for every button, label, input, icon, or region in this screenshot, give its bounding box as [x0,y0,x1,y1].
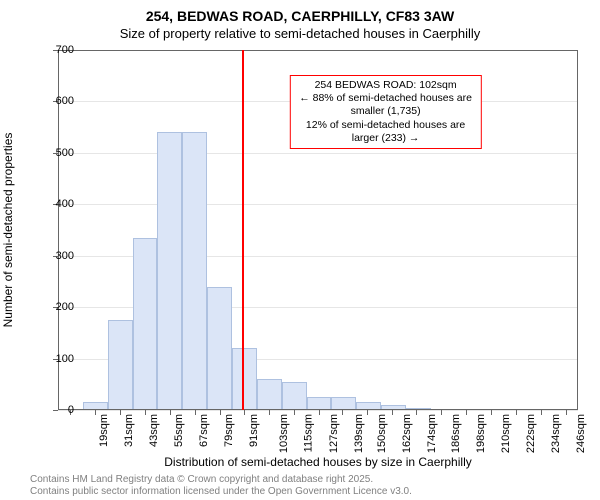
annotation-line-1: 254 BEDWAS ROAD: 102sqm [296,79,474,92]
x-tick-label: 103sqm [279,414,291,453]
x-tick [441,410,442,415]
histogram-bar [108,320,133,410]
property-marker-line [242,50,244,410]
y-tick-label: 0 [34,404,74,416]
x-tick [566,410,567,415]
x-tick [416,410,417,415]
x-tick [244,410,245,415]
y-tick-label: 600 [34,95,74,107]
x-tick [491,410,492,415]
histogram-bar [157,132,182,410]
chart-subtitle: Size of property relative to semi-detach… [0,24,600,41]
x-tick-label: 174sqm [426,414,438,453]
x-tick [541,410,542,415]
x-tick [269,410,270,415]
x-tick [319,410,320,415]
footer-line-2: Contains public sector information licen… [30,486,412,498]
gridline [58,204,578,205]
x-tick [294,410,295,415]
y-tick-label: 200 [34,301,74,313]
x-tick-label: 91sqm [248,414,260,447]
x-tick-label: 246sqm [575,414,587,453]
axis-border-right [577,50,578,410]
y-axis-label: Number of semi-detached properties [1,133,15,328]
x-tick-label: 67sqm [198,414,210,447]
x-tick-label: 19sqm [98,414,110,447]
y-tick-label: 100 [34,353,74,365]
axis-border-top [58,50,578,51]
x-tick-label: 79sqm [223,414,235,447]
x-tick-label: 162sqm [401,414,413,453]
x-tick-label: 31sqm [123,414,135,447]
y-tick-label: 500 [34,147,74,159]
x-tick-label: 115sqm [303,414,315,452]
x-tick-label: 210sqm [500,414,512,453]
y-tick-label: 700 [34,44,74,56]
axis-border-bottom [58,409,578,410]
histogram-bar [207,287,232,410]
x-tick-label: 55sqm [173,414,185,447]
x-tick-label: 43sqm [148,414,160,447]
attribution-footer: Contains HM Land Registry data © Crown c… [30,474,412,497]
histogram-bar [282,382,307,410]
x-tick-label: 222sqm [525,414,537,453]
gridline [58,153,578,154]
x-tick [120,410,121,415]
annotation-box: 254 BEDWAS ROAD: 102sqm← 88% of semi-det… [289,75,481,149]
x-tick [95,410,96,415]
x-tick-label: 234sqm [550,414,562,453]
annotation-line-2: ← 88% of semi-detached houses are smalle… [296,92,474,118]
plot-area: 254 BEDWAS ROAD: 102sqm← 88% of semi-det… [58,50,578,410]
histogram-bar [257,379,282,410]
x-tick [466,410,467,415]
x-tick-label: 127sqm [328,414,340,453]
x-tick [516,410,517,415]
y-tick-label: 400 [34,198,74,210]
x-tick-label: 186sqm [451,414,463,453]
gridline [58,410,578,411]
x-tick [170,410,171,415]
x-axis-label: Distribution of semi-detached houses by … [58,455,578,469]
footer-line-1: Contains HM Land Registry data © Crown c… [30,474,412,486]
x-tick [342,410,343,415]
x-tick [367,410,368,415]
chart-title: 254, BEDWAS ROAD, CAERPHILLY, CF83 3AW [0,0,600,24]
x-tick [145,410,146,415]
x-tick [392,410,393,415]
y-tick-label: 300 [34,250,74,262]
x-tick [220,410,221,415]
x-tick-label: 139sqm [353,414,365,453]
histogram-bar [182,132,207,410]
histogram-bar [133,238,158,410]
annotation-line-3: 12% of semi-detached houses are larger (… [296,119,474,145]
x-tick-label: 198sqm [475,414,487,453]
x-tick [195,410,196,415]
x-tick-label: 150sqm [376,414,388,453]
chart-container: 254, BEDWAS ROAD, CAERPHILLY, CF83 3AW S… [0,0,600,500]
histogram-bar [232,348,257,410]
